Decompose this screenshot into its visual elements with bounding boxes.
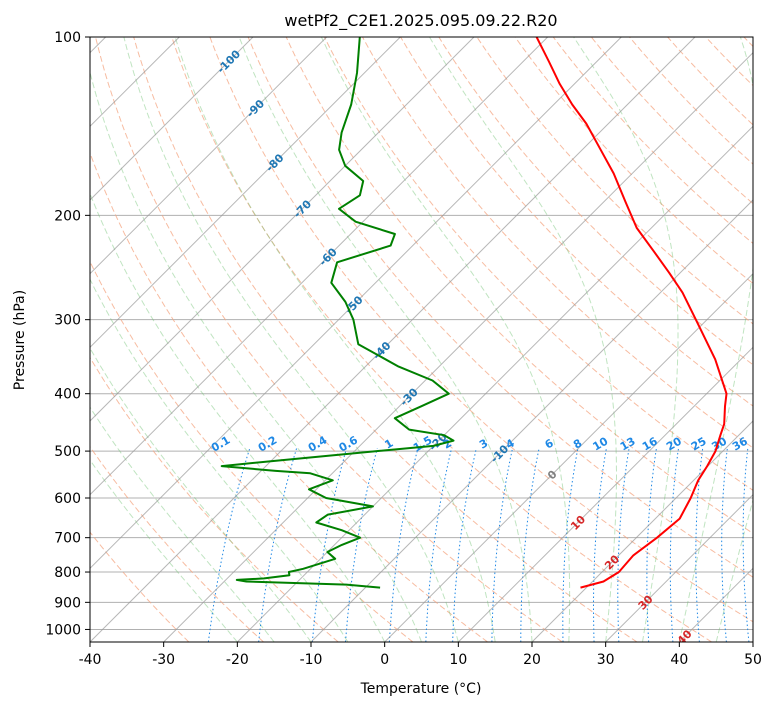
isotherm: [90, 37, 549, 496]
plot-area: -100-90-80-70-60-50-40-30-20-10010203040…: [89, 36, 754, 643]
dry-adiabat: [438, 37, 753, 366]
isotherm: [236, 125, 753, 642]
y-axis-title: Pressure (hPa): [12, 290, 28, 390]
y-tick-label: 500: [54, 444, 81, 460]
y-tick-label: 300: [54, 313, 81, 329]
x-tick-label: -40: [79, 652, 102, 668]
x-tick-label: 50: [744, 652, 762, 668]
moist-adiabat: [174, 37, 496, 642]
mixing-ratio-line: [207, 448, 251, 642]
isotherm: [90, 37, 254, 201]
temperature-profile: [535, 37, 728, 589]
isotherm: [90, 37, 475, 422]
isotherm: [90, 37, 328, 275]
x-tick-label: 40: [670, 652, 688, 668]
dry-adiabat: [285, 37, 753, 534]
x-tick-label: -10: [300, 652, 323, 668]
moist-adiabat: [678, 37, 753, 642]
dry-adiabat: [247, 37, 753, 578]
isotherm: [457, 346, 753, 642]
dry-adiabat: [514, 37, 753, 285]
x-tick-label: 20: [523, 652, 541, 668]
mixing-ratio-lines: [207, 448, 750, 642]
y-tick-label: 700: [54, 531, 81, 547]
isotherm: [384, 272, 753, 642]
isotherm: [90, 37, 401, 349]
isotherms: [90, 37, 753, 642]
moist-adiabat: [90, 70, 422, 642]
dry-adiabat: [90, 531, 190, 642]
dry-adiabat: [90, 356, 339, 642]
chart-title: wetPf2_C2E1.2025.095.09.22.R20: [284, 11, 557, 31]
y-axis: 100 200 300 400 500 600 700 800 900 1000: [45, 30, 90, 638]
moist-adiabat: [90, 347, 312, 642]
dry-adiabat: [95, 37, 563, 642]
y-tick-label: 1000: [45, 622, 81, 638]
y-tick-label: 900: [54, 595, 81, 611]
isotherm: [531, 420, 753, 642]
moist-adiabat: [90, 406, 275, 642]
x-tick-label: 0: [380, 652, 389, 668]
isotherm: [605, 493, 753, 642]
x-axis: -40 -30 -20 -10 0 10 20 30 40 50: [79, 642, 762, 668]
x-tick-label: 10: [449, 652, 467, 668]
dry-adiabat: [133, 37, 638, 642]
dry-adiabat: [209, 37, 753, 623]
y-tick-label: 100: [54, 30, 81, 46]
moist-adiabat: [90, 192, 386, 642]
isotherm: [90, 37, 622, 570]
y-tick-label: 600: [54, 491, 81, 507]
moist-adiabat: [320, 37, 571, 642]
x-tick-label: 30: [597, 652, 615, 668]
pressure-gridlines: [90, 37, 753, 630]
y-tick-label: 400: [54, 387, 81, 403]
x-axis-title: Temperature (°C): [360, 681, 482, 697]
x-tick-label: -20: [226, 652, 249, 668]
dry-adiabat: [90, 151, 488, 642]
isotherm: [310, 199, 753, 642]
moist-adiabat: [90, 278, 349, 642]
y-tick-label: 800: [54, 565, 81, 581]
moist-adiabat: [238, 37, 533, 642]
moist-adiabat: [123, 37, 459, 642]
dry-adiabat: [362, 37, 753, 449]
dry-adiabat: [90, 445, 264, 642]
y-tick-label: 200: [54, 208, 81, 224]
dry-adiabat: [400, 37, 753, 407]
sounding-profiles: [220, 37, 728, 589]
plot-frame: [89, 36, 754, 643]
dewpoint-profile: [220, 37, 455, 589]
moist-adiabat: [429, 37, 617, 642]
isotherm: [163, 51, 753, 642]
moist-adiabat: [90, 459, 238, 642]
x-tick-label: -30: [152, 652, 175, 668]
